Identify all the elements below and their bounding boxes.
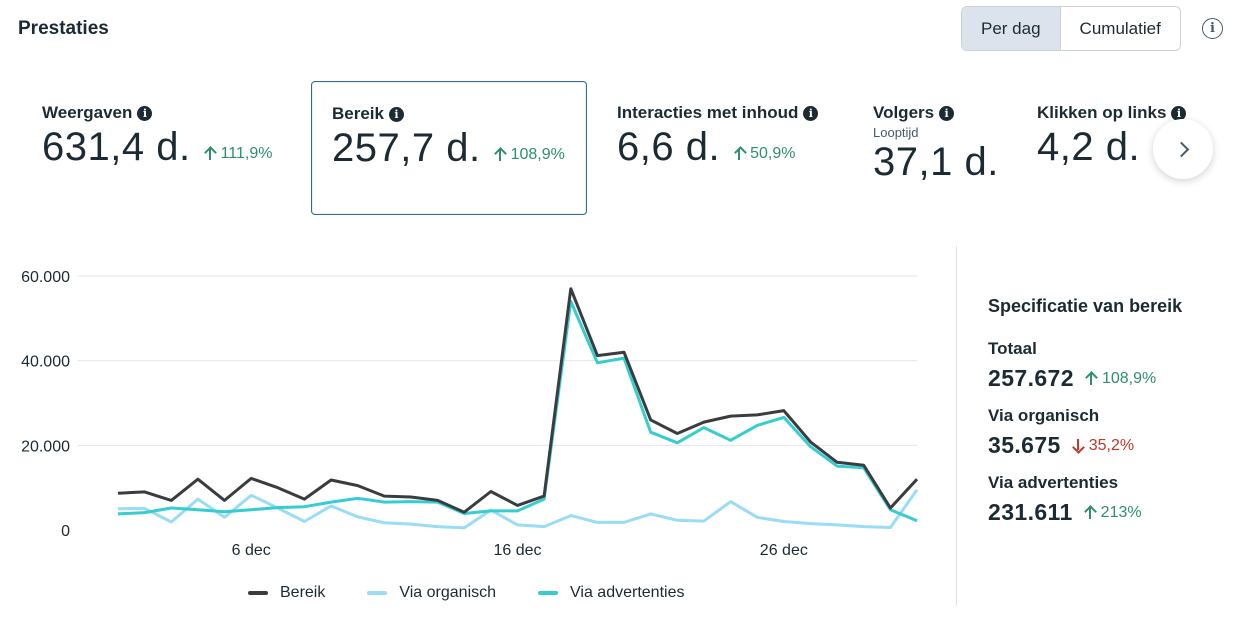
- y-tick-label: 60.000: [21, 269, 70, 286]
- metric-delta: 50,9%: [734, 145, 795, 163]
- breakdown-row: 35.675 35,2%: [988, 432, 1238, 459]
- breakdown-delta: 108,9%: [1086, 370, 1156, 388]
- metric-label-row: Weergaven i: [42, 103, 280, 123]
- series-line-advertenties[interactable]: [117, 299, 918, 523]
- legend-label: Bereik: [280, 584, 326, 601]
- reach-line-chart: 0 20.000 40.000 60.000 6 dec 16 dec 26 dec: [21, 269, 919, 559]
- metric-label-row: Bereik i: [332, 104, 566, 124]
- metric-value-row: 4,2 d. %: [1037, 125, 1237, 170]
- metric-card-weergaven[interactable]: Weergaven i 631,4 d. 111,9%: [22, 81, 300, 215]
- toggle-per-dag[interactable]: Per dag: [962, 7, 1060, 50]
- metric-value: 37,1 d.: [873, 140, 999, 184]
- view-toggle: Per dag Cumulatief: [961, 6, 1181, 51]
- breakdown-delta-value: 35,2%: [1088, 436, 1135, 454]
- metric-label-row: Volgers i: [873, 103, 993, 123]
- x-tick-label: 16 dec: [493, 542, 541, 559]
- breakdown-label: Totaal: [988, 339, 1037, 358]
- breakdown-title: Specificatie van bereik: [988, 296, 1183, 316]
- breakdown-row: 231.611 213%: [988, 499, 1238, 526]
- breakdown-value: 35.675: [988, 432, 1061, 458]
- metric-delta-value: 111,9%: [220, 144, 273, 162]
- metric-value-row: 257,7 d. 108,9%: [332, 126, 566, 171]
- info-icon[interactable]: i: [803, 105, 819, 121]
- metric-delta: 111,9%: [205, 144, 273, 163]
- legend-item-bereik[interactable]: Bereik: [248, 584, 325, 602]
- metric-value: 4,2 d.: [1037, 125, 1141, 169]
- metric-label: Weergaven: [42, 103, 133, 122]
- breakdown-value: 257.672: [988, 365, 1074, 391]
- metric-delta-value: 50,9%: [750, 144, 796, 162]
- metric-label: Bereik: [332, 104, 384, 123]
- info-icon[interactable]: i: [939, 105, 955, 121]
- metric-card-interacties[interactable]: Interacties met inhoud i 6,6 d. 50,9%: [597, 81, 847, 215]
- legend-item-advertenties[interactable]: Via advertenties: [538, 584, 684, 602]
- breakdown-label: Via advertenties: [988, 473, 1119, 492]
- metric-card-bereik[interactable]: Bereik i 257,7 d. 108,9%: [311, 81, 587, 215]
- carousel-next-button[interactable]: [1153, 119, 1213, 179]
- arrow-up-icon: [734, 147, 744, 160]
- metric-value-row: 37,1 d.: [873, 140, 998, 185]
- metric-label: Klikken op links: [1037, 103, 1167, 122]
- legend-swatch: [538, 591, 559, 595]
- reach-breakdown-panel: Specificatie van bereik Totaal 257.672 1…: [988, 296, 1238, 540]
- series-line-organisch[interactable]: [117, 488, 919, 530]
- metric-value: 257,7 d.: [332, 126, 481, 170]
- metric-label: Volgers: [873, 103, 935, 122]
- legend-label: Via organisch: [399, 584, 497, 601]
- x-tick-label: 6 dec: [232, 542, 271, 559]
- legend-swatch: [367, 591, 388, 595]
- arrow-up-icon: [205, 147, 215, 160]
- metric-value-row: 6,6 d. 50,9%: [617, 125, 827, 170]
- info-icon[interactable]: i: [1171, 105, 1187, 121]
- metric-value: 631,4 d.: [42, 125, 191, 169]
- metric-card-volgers[interactable]: Volgers i Looptijd 37,1 d.: [853, 81, 1013, 215]
- breakdown-delta: 213%: [1085, 504, 1142, 522]
- breakdown-organisch: Via organisch 35.675 35,2%: [988, 406, 1238, 459]
- info-icon[interactable]: i: [137, 105, 153, 121]
- metric-label-row: Interacties met inhoud i: [617, 103, 827, 123]
- chevron-right-icon: [1173, 141, 1189, 157]
- breakdown-label: Via organisch: [988, 406, 1100, 425]
- arrow-down-icon: [1073, 439, 1083, 452]
- arrow-up-icon: [495, 148, 505, 161]
- page-title: Prestaties: [18, 18, 109, 39]
- metric-label: Interacties met inhoud: [617, 103, 799, 122]
- breakdown-delta-value: 108,9%: [1101, 369, 1157, 387]
- breakdown-delta: 35,2%: [1073, 437, 1134, 455]
- divider: [956, 246, 957, 606]
- y-tick-label: 0: [61, 523, 70, 540]
- legend-item-organisch[interactable]: Via organisch: [367, 584, 496, 602]
- legend-swatch: [248, 591, 268, 595]
- toggle-cumulatief[interactable]: Cumulatief: [1059, 7, 1180, 50]
- series-line-bereik[interactable]: [117, 287, 919, 514]
- arrow-up-icon: [1085, 506, 1095, 519]
- breakdown-row: 257.672 108,9%: [988, 365, 1238, 392]
- metric-card-klikken[interactable]: Klikken op links i 4,2 d. %: [1017, 81, 1242, 215]
- info-icon[interactable]: i: [388, 106, 404, 122]
- metric-label-row: Klikken op links i: [1037, 103, 1237, 123]
- breakdown-value: 231.611: [988, 499, 1073, 525]
- breakdown-delta-value: 213%: [1100, 503, 1142, 521]
- metric-delta: 108,9%: [495, 146, 565, 164]
- breakdown-advertenties: Via advertenties 231.611 213%: [988, 473, 1238, 526]
- metric-value-row: 631,4 d. 111,9%: [42, 125, 280, 170]
- x-tick-label: 26 dec: [760, 542, 808, 559]
- breakdown-totaal: Totaal 257.672 108,9%: [988, 339, 1238, 392]
- metric-sublabel: Looptijd: [873, 125, 919, 140]
- info-circle-icon[interactable]: i: [1202, 18, 1223, 39]
- metric-value: 6,6 d.: [617, 125, 721, 169]
- metric-delta-value: 108,9%: [510, 145, 565, 163]
- y-tick-label: 40.000: [21, 354, 70, 371]
- legend-label: Via advertenties: [570, 584, 685, 601]
- metrics-carousel: Weergaven i 631,4 d. 111,9% Bereik i 257…: [0, 78, 1242, 218]
- arrow-up-icon: [1086, 372, 1096, 385]
- y-tick-label: 20.000: [21, 438, 70, 455]
- chart-legend: Bereik Via organisch Via advertenties: [248, 584, 684, 602]
